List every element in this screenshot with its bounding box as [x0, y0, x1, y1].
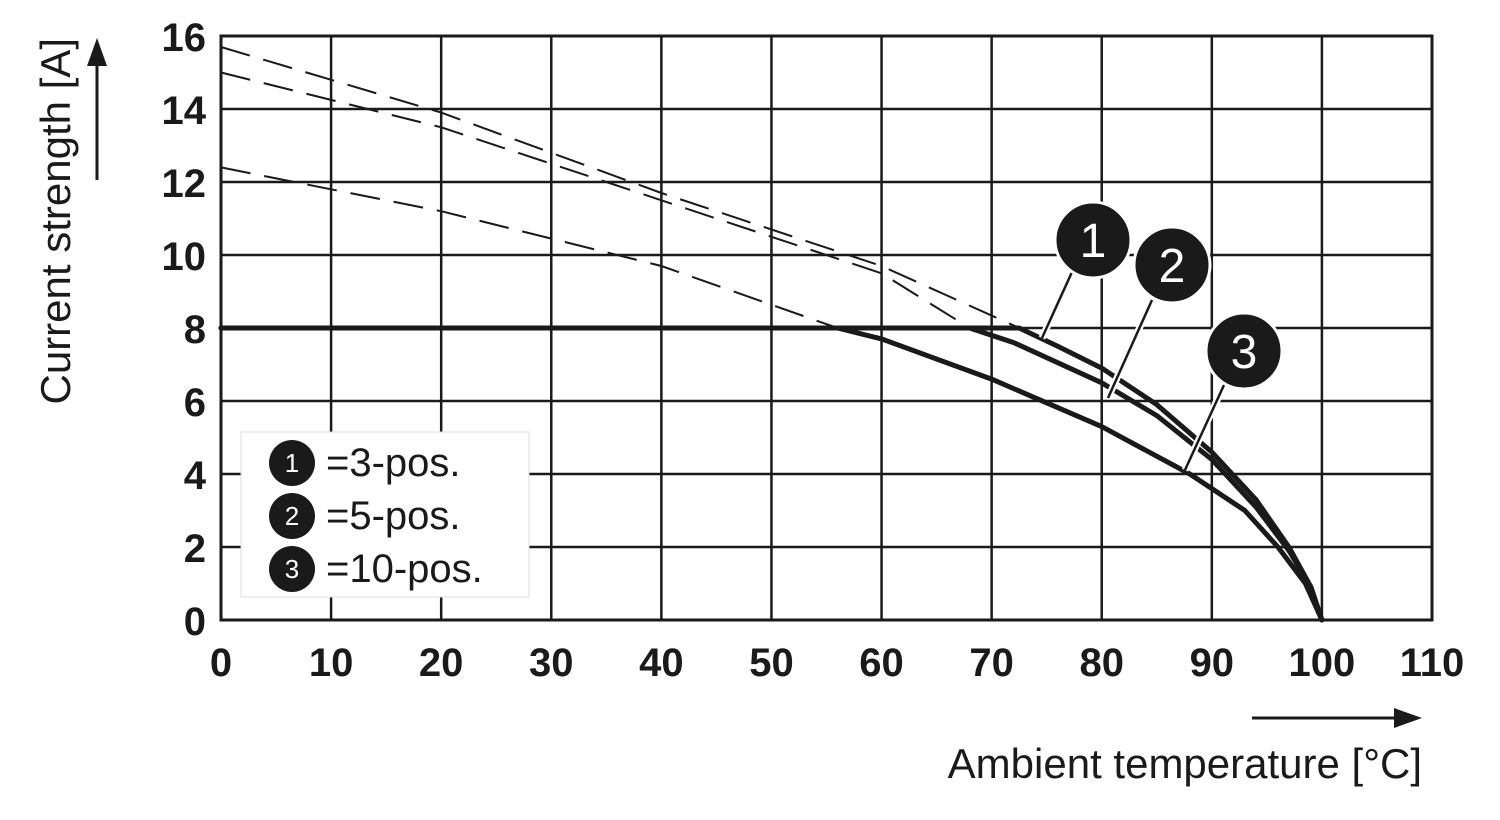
x-axis-title: Ambient temperature [°C] [948, 740, 1422, 787]
series-1-extrapolated-line [220, 46, 1020, 329]
y-tick-labels: 0 2 4 6 8 10 12 14 16 [162, 16, 207, 644]
legend-marker-1 [269, 440, 315, 486]
x-tick-labels: 0 10 20 30 40 50 60 70 80 90 100 110 [210, 641, 1464, 685]
x-tick-label-10: 100 [1289, 641, 1356, 685]
y-tick-label-7: 14 [162, 89, 207, 133]
x-axis-title-group: Ambient temperature [°C] [948, 708, 1422, 787]
y-tick-label-8: 16 [162, 16, 207, 60]
x-tick-label-3: 30 [529, 641, 574, 685]
callout-marker-2 [1132, 225, 1212, 305]
series-2-extrapolated-line [220, 71, 971, 329]
legend-marker-2 [269, 493, 315, 539]
series-3-extrapolated-line [220, 166, 838, 329]
callout-marker-1 [1053, 200, 1133, 280]
y-tick-label-3: 6 [184, 381, 206, 425]
y-axis-title-group: Current strength [A] [32, 38, 107, 405]
callout-marker-2-label: 2 [1159, 240, 1186, 293]
callout-leader-1-stroke [1040, 271, 1074, 339]
legend-item-1: 1 =3-pos. [269, 440, 461, 486]
y-tick-label-2: 4 [184, 454, 207, 498]
x-tick-label-2: 20 [419, 641, 464, 685]
legend-marker-2-label: 2 [285, 501, 299, 531]
y-tick-label-0: 0 [184, 600, 206, 644]
y-tick-label-4: 8 [184, 308, 206, 352]
y-tick-label-6: 12 [162, 162, 207, 206]
x-tick-label-0: 0 [210, 641, 232, 685]
series-2-derating-line [218, 325, 1325, 623]
callout-marker-3 [1204, 311, 1284, 391]
x-tick-label-4: 40 [639, 641, 684, 685]
callout-marker-1-label: 1 [1080, 215, 1107, 268]
curve-callouts: 1 2 3 [1038, 200, 1284, 472]
legend-item-3: 3 =10-pos. [269, 546, 483, 592]
x-axis-arrowhead [1394, 708, 1422, 728]
legend-label-3: =10-pos. [326, 547, 483, 591]
curves [218, 46, 1325, 623]
x-tick-label-9: 90 [1190, 641, 1235, 685]
x-tick-label-6: 60 [859, 641, 904, 685]
x-tick-label-5: 50 [749, 641, 794, 685]
callout-leader-3-stroke [1183, 384, 1226, 471]
legend-item-2: 2 =5-pos. [269, 493, 461, 539]
callout-marker-3-label: 3 [1231, 326, 1258, 379]
x-tick-label-11: 110 [1400, 641, 1465, 685]
y-axis-arrowhead [87, 38, 107, 66]
x-tick-label-7: 70 [969, 641, 1014, 685]
legend-marker-3-label: 3 [285, 554, 299, 584]
legend-label-2: =5-pos. [326, 494, 461, 538]
legend-marker-1-label: 1 [285, 448, 299, 478]
x-tick-label-8: 80 [1079, 641, 1124, 685]
y-tick-label-1: 2 [184, 527, 206, 571]
y-axis-title: Current strength [A] [32, 38, 79, 405]
series-3-derating-line [218, 325, 1325, 623]
y-tick-label-5: 10 [162, 235, 207, 279]
legend-label-1: =3-pos. [326, 441, 461, 485]
callout-leader-2-stroke [1106, 299, 1154, 399]
legend: 1 =3-pos. 2 =5-pos. 3 =10-pos. [240, 431, 530, 598]
legend-marker-3 [269, 546, 315, 592]
x-tick-label-1: 10 [309, 641, 354, 685]
